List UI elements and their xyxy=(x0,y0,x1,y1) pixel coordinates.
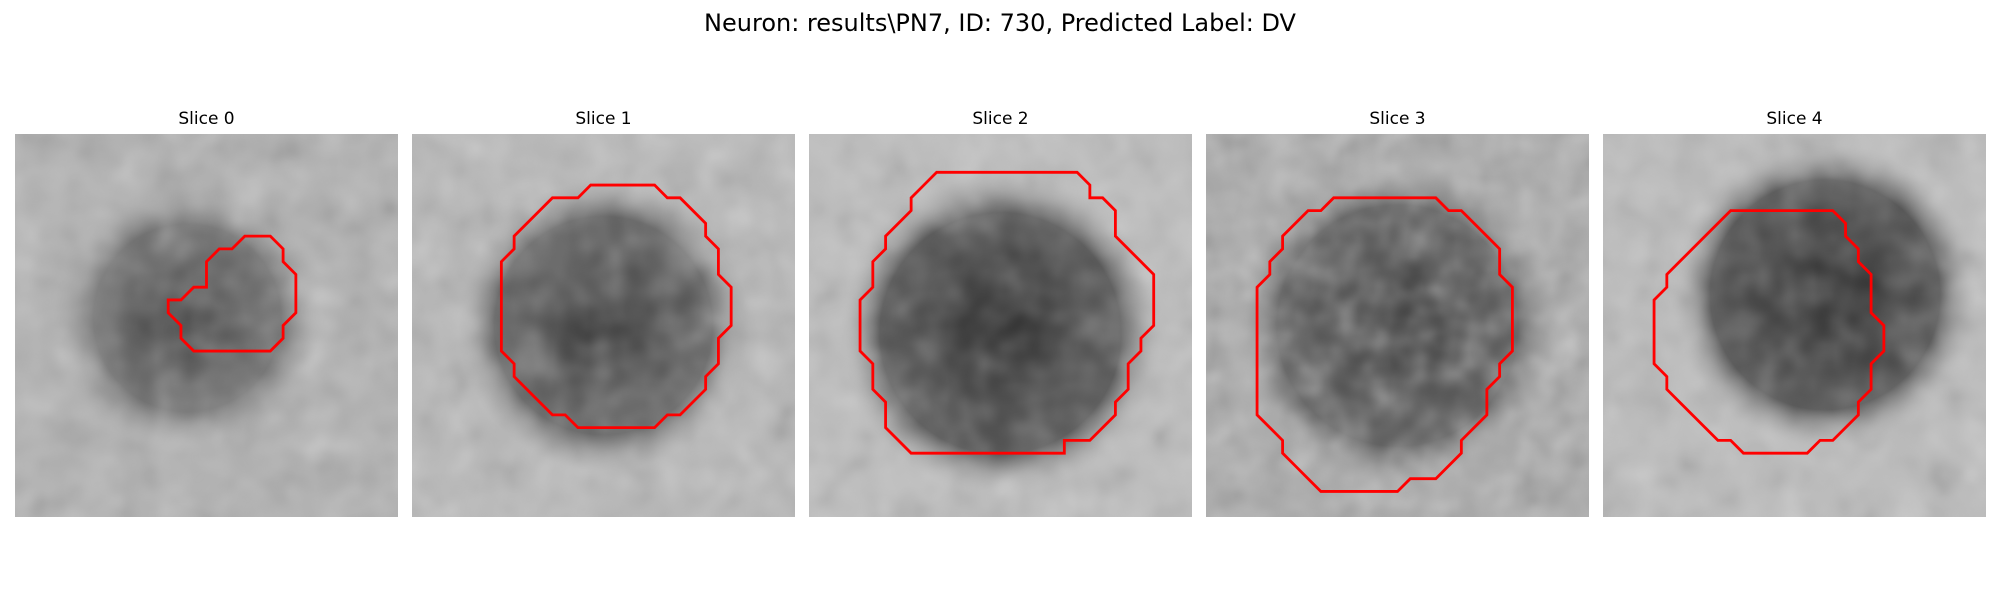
contour-0 xyxy=(166,234,298,353)
slice-panel-2: Slice 2 xyxy=(809,108,1192,517)
contour-4 xyxy=(1652,209,1886,455)
contour-3 xyxy=(1255,196,1514,493)
slice-image-0 xyxy=(15,134,398,517)
slice-title: Slice 0 xyxy=(178,109,235,129)
slice-image-1 xyxy=(412,134,795,517)
slice-title: Slice 4 xyxy=(1766,109,1823,129)
slice-title: Slice 3 xyxy=(1369,109,1426,129)
slice-image-4 xyxy=(1603,134,1986,517)
slice-image-3 xyxy=(1206,134,1589,517)
slice-title: Slice 1 xyxy=(575,109,632,129)
slice-image-2 xyxy=(809,134,1192,517)
contour-1 xyxy=(499,183,733,430)
slice-panel-3: Slice 3 xyxy=(1206,108,1589,517)
slice-title: Slice 2 xyxy=(972,109,1029,129)
figure-title: Neuron: results\PN7, ID: 730, Predicted … xyxy=(704,9,1296,37)
slice-panel-0: Slice 0 xyxy=(15,108,398,517)
contour-2 xyxy=(858,170,1156,455)
slice-panel-1: Slice 1 xyxy=(412,108,795,517)
slice-panel-4: Slice 4 xyxy=(1603,108,1986,517)
